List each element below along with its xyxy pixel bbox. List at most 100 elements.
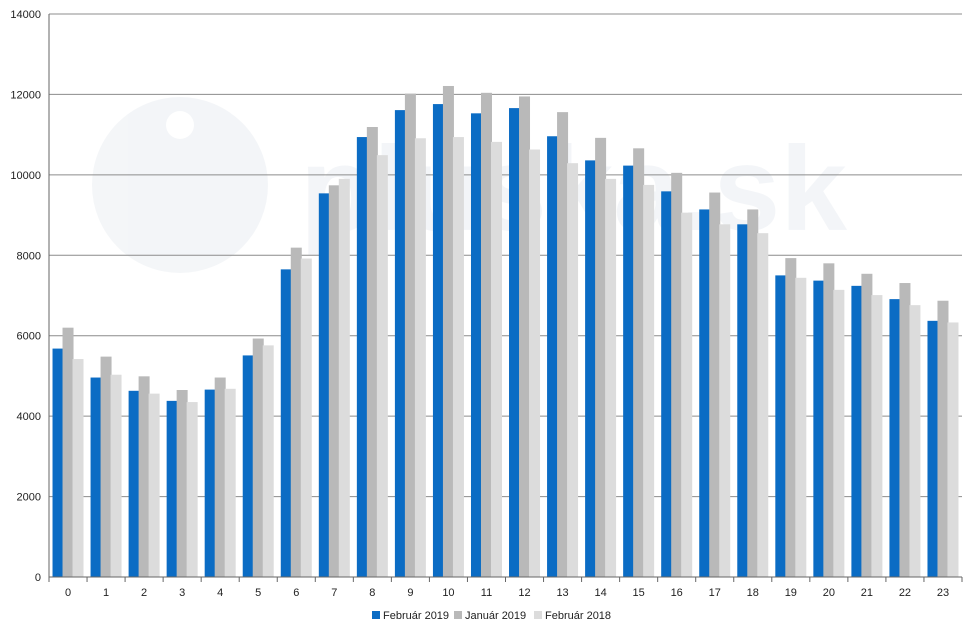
bar [851, 285, 863, 577]
bar [795, 277, 807, 577]
x-tick-label: 2 [141, 587, 147, 599]
legend-label: Január 2019 [465, 610, 526, 622]
x-tick-label: 20 [823, 587, 835, 599]
bar [595, 137, 607, 578]
watermark-logo: pluska.sk [92, 97, 847, 273]
x-tick-label: 8 [369, 587, 375, 599]
legend-swatch [534, 611, 542, 619]
bar [709, 192, 721, 577]
x-tick-label: 13 [556, 587, 568, 599]
bar [671, 172, 683, 577]
bar [262, 345, 274, 577]
bar [547, 136, 559, 577]
bar [204, 389, 216, 577]
bar [110, 374, 122, 577]
x-tick-label: 17 [709, 587, 721, 599]
bar [166, 400, 178, 577]
bar [509, 108, 521, 577]
x-tick-label: 21 [861, 587, 873, 599]
x-tick-label: 15 [633, 587, 645, 599]
bar [747, 209, 759, 578]
x-tick-label: 23 [937, 587, 949, 599]
x-tick-label: 0 [65, 587, 71, 599]
bar [376, 155, 388, 577]
bar [519, 96, 531, 578]
bar [937, 300, 949, 577]
bar [328, 185, 340, 577]
y-tick-label: 6000 [17, 331, 41, 343]
bar [823, 263, 835, 577]
bar [90, 377, 102, 577]
bar [490, 141, 502, 578]
bar [300, 258, 312, 577]
x-tick-label: 22 [899, 587, 911, 599]
bar [394, 110, 406, 577]
bar [889, 299, 901, 577]
bar [585, 160, 597, 577]
bars [52, 85, 959, 578]
bar [338, 178, 350, 577]
bar [366, 127, 378, 578]
y-tick-label: 14000 [10, 9, 41, 21]
bar [567, 163, 579, 577]
gridlines [49, 13, 962, 498]
bar [871, 295, 883, 577]
legend-label: Február 2019 [383, 610, 449, 622]
bar [128, 390, 140, 577]
bar [414, 138, 426, 577]
x-tick-label: 11 [481, 587, 492, 599]
bar [623, 165, 635, 578]
bar [785, 258, 797, 577]
bar [605, 178, 617, 577]
bar [280, 269, 292, 577]
x-tick-label: 16 [671, 587, 683, 599]
y-tick-label: 10000 [10, 170, 41, 182]
bar [224, 388, 236, 577]
y-axis-ticks: 0 2000 4000 6000 8000 10000 12000 14000 [10, 9, 41, 584]
bar [661, 191, 673, 577]
bar [699, 209, 711, 578]
bar [557, 112, 569, 577]
bar [737, 224, 749, 577]
legend-swatch [454, 611, 462, 619]
x-axis-ticks: 0 1 2 3 4 5 6 7 8 9 10 11 12 13 14 15 16 17 18 19 20 21 22 23 [48, 577, 963, 599]
x-tick-label: 4 [217, 587, 223, 599]
y-tick-label: 2000 [17, 492, 41, 504]
bar [100, 356, 112, 577]
x-tick-label: 18 [747, 587, 759, 599]
bar [757, 233, 769, 578]
bar [148, 393, 160, 577]
bar [72, 359, 84, 577]
bar [813, 280, 825, 577]
bar [480, 92, 492, 577]
x-tick-label: 3 [179, 587, 185, 599]
x-tick-label: 1 [103, 587, 109, 599]
bar [719, 224, 731, 577]
bar [681, 212, 693, 577]
bar [899, 283, 911, 577]
y-tick-label: 0 [35, 572, 41, 584]
bar [52, 348, 64, 577]
bar [442, 85, 454, 577]
bar [633, 148, 645, 577]
y-tick-label: 12000 [10, 89, 41, 101]
bar [775, 275, 787, 577]
bar [404, 93, 416, 578]
bar [290, 247, 302, 577]
bar [470, 113, 482, 577]
bar [861, 273, 873, 577]
bar [138, 376, 150, 577]
bar [62, 327, 74, 577]
bar [186, 402, 198, 577]
bar [176, 390, 188, 577]
legend-label: Február 2018 [545, 610, 611, 622]
bar [833, 289, 845, 577]
bar [432, 104, 444, 577]
y-tick-label: 8000 [17, 250, 41, 262]
bar [356, 137, 368, 577]
x-tick-label: 10 [442, 587, 454, 599]
bar [909, 305, 921, 577]
bar [214, 377, 226, 577]
y-tick-label: 4000 [17, 411, 41, 423]
